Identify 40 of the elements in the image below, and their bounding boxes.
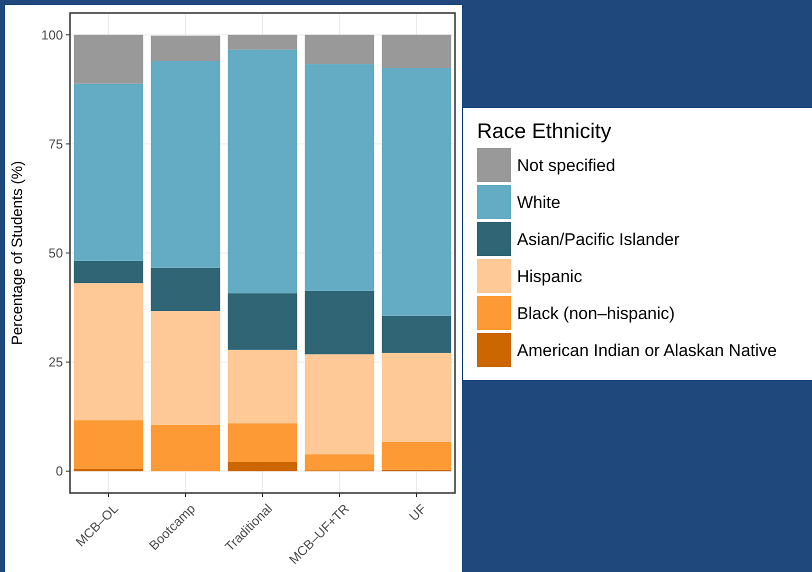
bar	[382, 68, 452, 316]
bar	[150, 268, 220, 312]
bar	[228, 50, 298, 294]
bar	[150, 36, 220, 61]
bar	[304, 290, 374, 354]
legend-label: Not specified	[517, 156, 616, 175]
bar	[228, 462, 298, 472]
bar	[382, 352, 452, 442]
bar	[150, 424, 220, 472]
legend-label: American Indian or Alaskan Native	[517, 340, 777, 360]
y-tick-label: 75	[48, 136, 63, 152]
bar	[228, 350, 298, 424]
legend-title: Race Ethnicity	[477, 120, 612, 143]
bar	[382, 316, 452, 353]
legend-label: Asian/Pacific Islander	[517, 230, 680, 249]
bar	[150, 311, 220, 425]
legend-label: Black (non–hispanic)	[517, 304, 675, 323]
legend-label: Hispanic	[517, 266, 583, 286]
x-tick-label: UF	[406, 500, 430, 524]
bar	[228, 423, 298, 462]
bar	[304, 354, 374, 454]
bar	[74, 260, 144, 284]
bar	[304, 34, 374, 64]
bar	[228, 34, 298, 50]
y-tick-label: 50	[48, 246, 63, 261]
bar	[74, 84, 144, 261]
bar	[74, 34, 144, 84]
bar	[382, 34, 452, 68]
bar	[228, 293, 298, 350]
bar	[74, 420, 144, 469]
y-tick-label: 0	[56, 464, 63, 479]
bar	[304, 454, 374, 470]
bar	[304, 64, 374, 291]
bar	[74, 283, 144, 420]
y-axis-title: Percentage of Students (%)	[9, 160, 26, 346]
legend-label: White	[517, 192, 560, 212]
bar	[382, 442, 452, 470]
y-tick-label: 25	[48, 354, 63, 370]
bar	[150, 61, 220, 268]
y-tick-label: 100	[41, 27, 63, 42]
